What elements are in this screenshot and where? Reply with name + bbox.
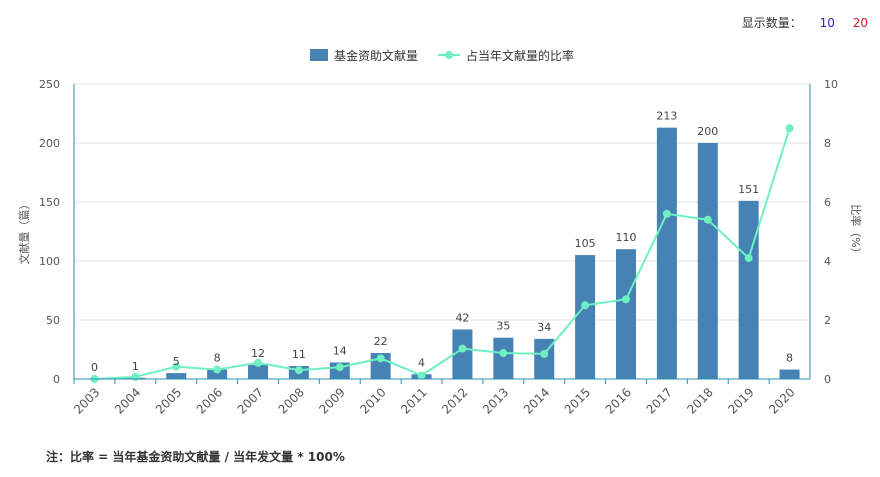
display-count-10-option[interactable]: 10 bbox=[819, 16, 835, 30]
funding-literature-chart: 基金资助文献量 占当年文献量的比率 0501001502002500246810文… bbox=[17, 48, 863, 417]
bar[interactable] bbox=[779, 369, 800, 379]
data-labels: 0 1 5 8 12 11 14 22 4 42 35 34 105 110 213 200 151 8 bbox=[91, 110, 793, 374]
ratio-point[interactable] bbox=[376, 354, 385, 363]
bar[interactable] bbox=[575, 255, 596, 379]
bar-value-label: 22 bbox=[374, 335, 388, 348]
y-right-tick-label: 10 bbox=[824, 78, 838, 91]
bar-value-label: 0 bbox=[91, 361, 98, 374]
bar-value-label: 14 bbox=[333, 344, 347, 357]
y-right-tick-label: 2 bbox=[824, 314, 831, 327]
x-tick-label: 2020 bbox=[766, 385, 797, 416]
bar-value-label: 5 bbox=[173, 355, 180, 368]
bar[interactable] bbox=[493, 337, 514, 379]
x-tick-label: 2015 bbox=[562, 385, 593, 416]
bar[interactable] bbox=[616, 249, 636, 379]
bar-value-label: 8 bbox=[214, 352, 221, 365]
x-tick-label: 2011 bbox=[398, 385, 429, 416]
x-tick-label: 2007 bbox=[235, 385, 266, 416]
ratio-point[interactable] bbox=[662, 209, 671, 218]
x-tick-label: 2019 bbox=[725, 385, 756, 416]
bar[interactable] bbox=[738, 200, 759, 379]
bar[interactable] bbox=[656, 127, 677, 379]
x-tick-label: 2003 bbox=[71, 385, 102, 416]
ratio-point[interactable] bbox=[458, 344, 467, 353]
legend-line-label: 占当年文献量的比率 bbox=[466, 48, 574, 63]
bar-value-label: 213 bbox=[656, 110, 677, 123]
x-tick-label: 2005 bbox=[153, 385, 184, 416]
ratio-point[interactable] bbox=[540, 349, 549, 358]
x-tick-label: 2014 bbox=[521, 385, 552, 416]
ratio-point[interactable] bbox=[213, 365, 222, 374]
y-right-tick-label: 8 bbox=[824, 137, 831, 150]
bar-value-label: 35 bbox=[496, 320, 510, 333]
ratio-point[interactable] bbox=[417, 371, 426, 380]
ratio-point[interactable] bbox=[703, 215, 712, 224]
x-tick-label: 2006 bbox=[194, 385, 225, 416]
y-left-tick-label: 200 bbox=[39, 137, 60, 150]
display-count-20-option[interactable]: 20 bbox=[852, 16, 868, 30]
y-left-tick-label: 250 bbox=[39, 78, 60, 91]
line-series bbox=[90, 124, 794, 383]
x-tick-label: 2012 bbox=[439, 385, 470, 416]
x-tick-label: 2016 bbox=[603, 385, 634, 416]
y-left-tick-label: 100 bbox=[39, 255, 60, 268]
bar-value-label: 12 bbox=[251, 347, 265, 360]
bar-series bbox=[125, 127, 800, 379]
bar-value-label: 42 bbox=[455, 311, 469, 324]
legend-bar-swatch bbox=[310, 49, 328, 61]
x-tick-label: 2010 bbox=[357, 385, 388, 416]
x-tick-label: 2004 bbox=[112, 385, 143, 416]
legend-bar-label: 基金资助文献量 bbox=[334, 48, 418, 63]
x-tick-label: 2009 bbox=[316, 385, 347, 416]
bar-value-label: 110 bbox=[616, 231, 637, 244]
display-count-label: 显示数量： bbox=[741, 16, 802, 30]
bar[interactable] bbox=[166, 373, 187, 379]
ratio-point[interactable] bbox=[785, 124, 794, 133]
x-tick-label: 2018 bbox=[684, 385, 715, 416]
x-tick-label: 2013 bbox=[480, 385, 511, 416]
bar[interactable] bbox=[207, 369, 228, 379]
y-left-tick-label: 150 bbox=[39, 196, 60, 209]
ratio-footnote: 注：比率 = 当年基金资助文献量 / 当年发文量 * 100% bbox=[46, 450, 345, 464]
ratio-point[interactable] bbox=[254, 358, 262, 367]
bar-value-label: 1 bbox=[132, 360, 139, 373]
bar-value-label: 11 bbox=[292, 348, 306, 361]
y-left-tick-label: 0 bbox=[53, 373, 60, 386]
display-count-control: 显示数量： 10 20 bbox=[742, 14, 868, 31]
ratio-point[interactable] bbox=[499, 349, 508, 358]
ratio-point[interactable] bbox=[744, 254, 753, 263]
bar[interactable] bbox=[452, 329, 473, 379]
x-tick-label: 2017 bbox=[644, 385, 675, 416]
ratio-point[interactable] bbox=[581, 301, 590, 310]
y-left-tick-label: 50 bbox=[46, 314, 60, 327]
y-left-axis-title: 文献量（篇） bbox=[17, 199, 31, 265]
bar-value-label: 105 bbox=[575, 237, 596, 250]
bar-value-label: 34 bbox=[537, 321, 551, 334]
ratio-point[interactable] bbox=[172, 362, 181, 371]
bar-value-label: 200 bbox=[697, 125, 718, 138]
legend-line-marker bbox=[445, 51, 453, 59]
y-right-axis-title: 比率（%） bbox=[849, 204, 863, 258]
y-right-tick-label: 4 bbox=[824, 255, 831, 268]
chart-legend: 基金资助文献量 占当年文献量的比率 bbox=[310, 48, 574, 63]
ratio-point[interactable] bbox=[622, 295, 630, 304]
ratio-point[interactable] bbox=[294, 366, 303, 375]
y-right-tick-label: 0 bbox=[824, 373, 831, 386]
x-tick-label: 2008 bbox=[276, 385, 307, 416]
ratio-point[interactable] bbox=[335, 363, 344, 372]
bar-value-label: 8 bbox=[786, 352, 793, 365]
ratio-point[interactable] bbox=[131, 372, 140, 381]
bar[interactable] bbox=[697, 143, 718, 379]
bar[interactable] bbox=[248, 364, 268, 379]
y-right-tick-label: 6 bbox=[824, 196, 831, 209]
bar-value-label: 151 bbox=[738, 183, 759, 196]
bar-value-label: 4 bbox=[418, 356, 425, 369]
ratio-line bbox=[94, 127, 791, 380]
